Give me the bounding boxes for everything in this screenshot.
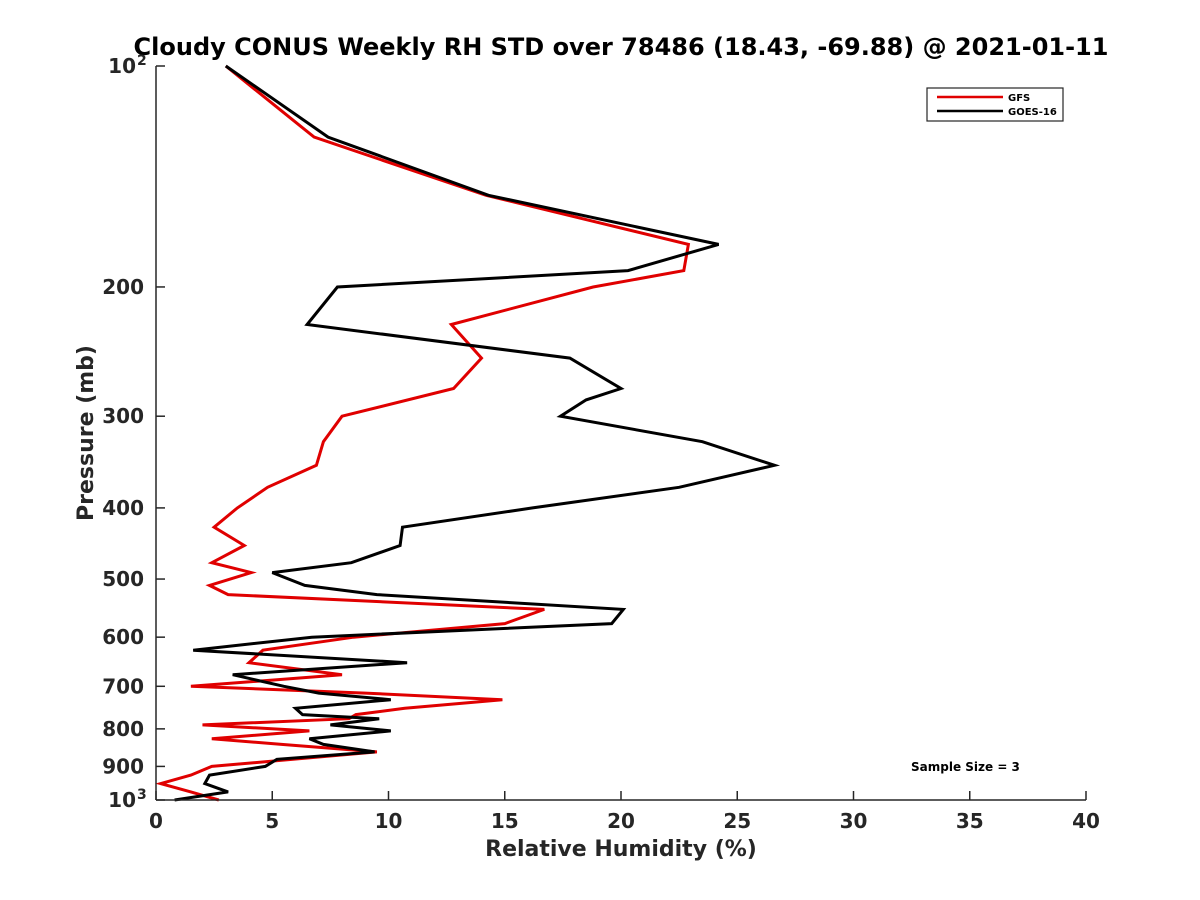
- legend-box: [926, 87, 1064, 122]
- x-tick-label: 35: [956, 809, 984, 833]
- y-tick-label: 10: [108, 54, 136, 78]
- y-tick-label: 600: [102, 625, 144, 649]
- x-tick-label: 15: [491, 809, 519, 833]
- x-tick-label: 0: [149, 809, 163, 833]
- x-ticks: 0 5 10 15 20 25 30 35 40: [149, 791, 1100, 833]
- y-tick-label: 800: [102, 717, 144, 741]
- chart-title: Cloudy CONUS Weekly RH STD over 78486 (1…: [134, 33, 1109, 61]
- series-line-goes16: [174, 64, 781, 802]
- series-line-gfs: [155, 64, 691, 802]
- y-tick-exponent: 3: [137, 787, 147, 803]
- legend-label-goes16: GOES-16: [1008, 107, 1057, 118]
- x-tick-label: 25: [723, 809, 751, 833]
- y-tick-exponent: 2: [137, 53, 147, 69]
- legend: GFS GOES-16: [926, 87, 1064, 122]
- x-tick-label: 30: [840, 809, 868, 833]
- legend-label-gfs: GFS: [1008, 93, 1030, 104]
- y-tick-label: 400: [102, 496, 144, 520]
- x-tick-label: 20: [607, 809, 635, 833]
- y-tick-label: 700: [102, 674, 144, 698]
- y-axis-label: Pressure (mb): [74, 345, 99, 521]
- y-tick-label: 900: [102, 754, 144, 778]
- x-tick-label: 40: [1072, 809, 1100, 833]
- x-tick-label: 5: [265, 809, 279, 833]
- y-tick-label: 300: [102, 404, 144, 428]
- plot-lines: [155, 64, 781, 802]
- x-axis-label: Relative Humidity (%): [485, 837, 757, 862]
- sample-size-annotation: Sample Size = 3: [911, 760, 1020, 774]
- y-tick-label: 10: [108, 788, 136, 812]
- x-tick-label: 10: [375, 809, 403, 833]
- y-tick-label: 200: [102, 275, 144, 299]
- y-tick-label: 500: [102, 567, 144, 591]
